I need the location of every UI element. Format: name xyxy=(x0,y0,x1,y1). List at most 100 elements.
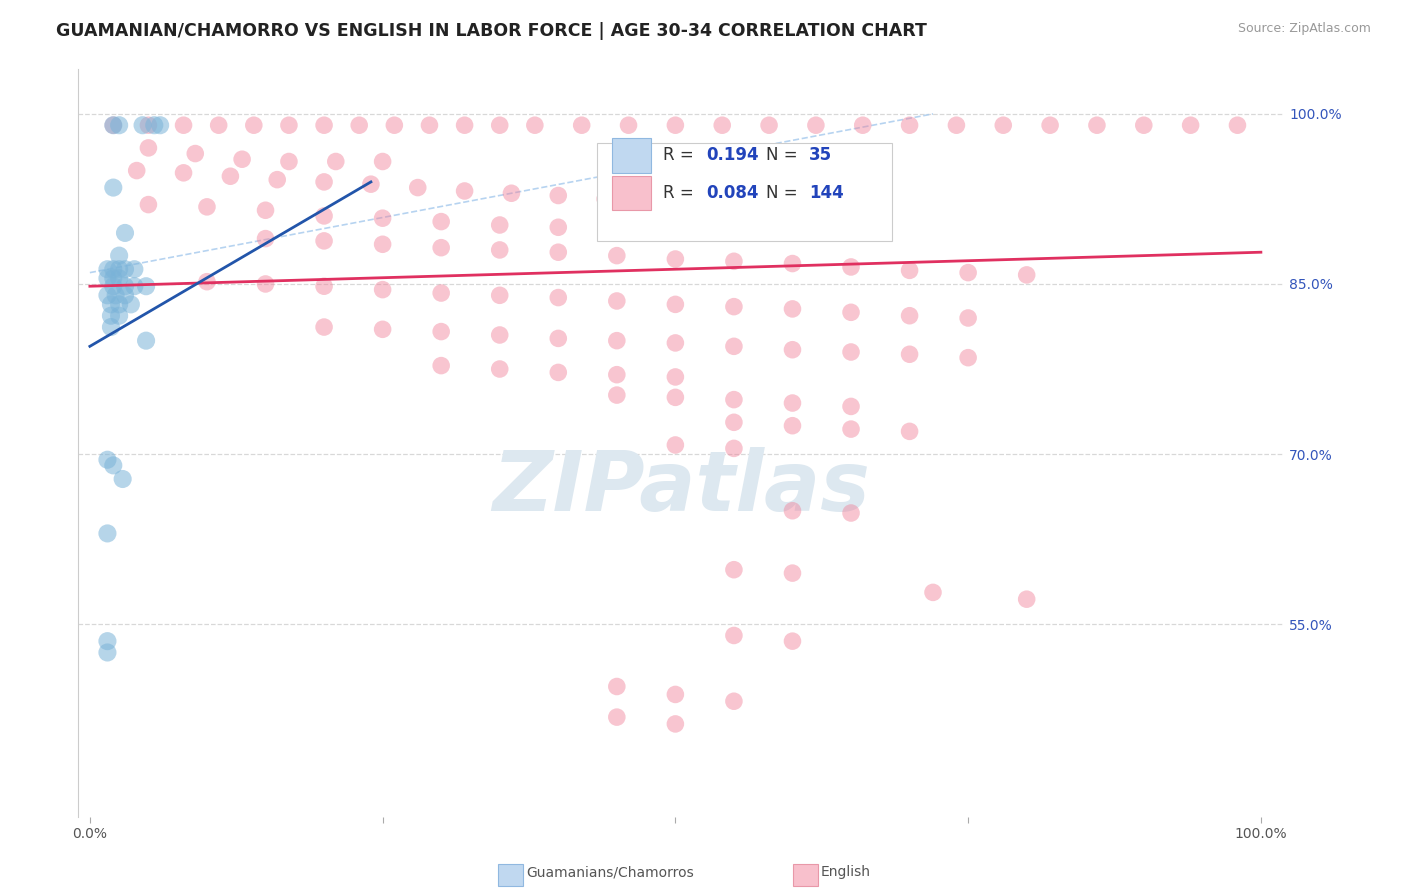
Point xyxy=(195,275,218,289)
Point xyxy=(453,118,475,132)
Point xyxy=(664,688,686,702)
FancyBboxPatch shape xyxy=(613,176,651,210)
Point xyxy=(723,628,745,642)
Point xyxy=(108,309,131,323)
Point xyxy=(1015,268,1038,282)
Point xyxy=(839,305,862,319)
Point xyxy=(993,118,1015,132)
Point xyxy=(108,271,131,285)
Point xyxy=(312,279,335,293)
Point xyxy=(360,177,382,191)
Point xyxy=(782,301,804,316)
Point xyxy=(488,362,510,376)
Text: Guamanians/Chamorros: Guamanians/Chamorros xyxy=(526,865,693,880)
Point xyxy=(430,325,453,339)
Point xyxy=(406,180,429,194)
Point xyxy=(547,365,569,379)
Point xyxy=(606,710,628,724)
Point xyxy=(723,300,745,314)
Point xyxy=(114,279,136,293)
Point xyxy=(606,293,628,308)
Point xyxy=(254,203,277,218)
Point xyxy=(547,220,569,235)
Point xyxy=(488,118,510,132)
Point xyxy=(149,118,172,132)
Point xyxy=(898,263,921,277)
Point xyxy=(723,442,745,456)
Point xyxy=(547,188,569,202)
Point xyxy=(839,345,862,359)
Point xyxy=(243,118,266,132)
Point xyxy=(1085,118,1108,132)
Point xyxy=(606,334,628,348)
Point xyxy=(430,241,453,255)
Point xyxy=(1015,592,1038,607)
Text: 35: 35 xyxy=(808,146,832,164)
Point xyxy=(325,154,347,169)
Point xyxy=(593,192,616,206)
Point xyxy=(173,166,195,180)
Point xyxy=(723,254,745,268)
Point xyxy=(96,271,118,285)
Point xyxy=(1226,118,1249,132)
Point xyxy=(723,392,745,407)
Point xyxy=(488,218,510,232)
Point xyxy=(606,368,628,382)
Text: Source: ZipAtlas.com: Source: ZipAtlas.com xyxy=(1237,22,1371,36)
Text: 0.084: 0.084 xyxy=(707,184,759,202)
Point xyxy=(111,472,134,486)
Point xyxy=(96,645,118,659)
Point xyxy=(852,118,875,132)
Point xyxy=(523,118,546,132)
Point xyxy=(219,169,242,184)
Point xyxy=(103,262,125,277)
Point xyxy=(898,309,921,323)
Text: GUAMANIAN/CHAMORRO VS ENGLISH IN LABOR FORCE | AGE 30-34 CORRELATION CHART: GUAMANIAN/CHAMORRO VS ENGLISH IN LABOR F… xyxy=(56,22,927,40)
Point xyxy=(547,245,569,260)
Point xyxy=(547,331,569,345)
Point xyxy=(103,180,125,194)
Point xyxy=(96,526,118,541)
Point xyxy=(898,347,921,361)
Point xyxy=(114,288,136,302)
Point xyxy=(143,118,166,132)
Point xyxy=(208,118,231,132)
FancyBboxPatch shape xyxy=(596,144,893,241)
Point xyxy=(430,359,453,373)
Point xyxy=(103,271,125,285)
Point xyxy=(711,118,734,132)
Point xyxy=(782,504,804,518)
Point xyxy=(453,184,475,198)
Point xyxy=(100,297,122,311)
Point xyxy=(382,118,405,132)
Point xyxy=(782,418,804,433)
Point xyxy=(664,717,686,731)
Point xyxy=(96,634,118,648)
Point xyxy=(418,118,440,132)
Point xyxy=(782,634,804,648)
Point xyxy=(125,163,148,178)
Point xyxy=(488,243,510,257)
Point xyxy=(124,262,146,277)
Point xyxy=(1180,118,1202,132)
Point xyxy=(108,118,131,132)
Text: N =: N = xyxy=(766,146,803,164)
Point xyxy=(723,694,745,708)
Point xyxy=(606,249,628,263)
Point xyxy=(312,118,335,132)
Point xyxy=(103,118,125,132)
Text: N =: N = xyxy=(766,184,803,202)
Text: 144: 144 xyxy=(808,184,844,202)
Point xyxy=(957,310,980,325)
Point xyxy=(430,286,453,301)
Point xyxy=(782,566,804,581)
Point xyxy=(664,335,686,350)
Point xyxy=(782,256,804,270)
Point xyxy=(723,339,745,353)
Point xyxy=(254,277,277,291)
Point xyxy=(782,343,804,357)
Point xyxy=(278,154,301,169)
Point xyxy=(114,226,136,240)
Point xyxy=(945,118,967,132)
Point xyxy=(100,309,122,323)
